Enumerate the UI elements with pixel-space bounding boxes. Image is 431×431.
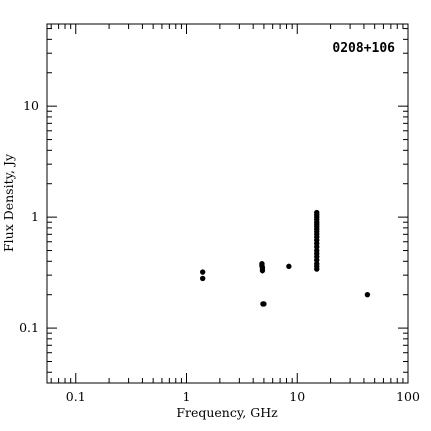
x-tick-label: 10 [289,389,305,404]
data-point [259,267,266,274]
y-axis-label: Flux Density, Jy [1,153,16,252]
y-tick-label: 1 [31,209,39,224]
chart-title: 0208+106 [332,41,395,56]
tick-labels: 0.1 1 10 100 0.1 1 10 [19,98,420,404]
data-point [261,301,267,307]
y-tick-label: 0.1 [19,320,39,335]
data-points [199,209,371,307]
data-point [286,263,292,270]
data-point [314,266,320,272]
data-point [199,275,206,282]
x-tick-label: 0.1 [66,389,86,404]
x-axis-label: Frequency, GHz [176,405,278,420]
x-tick-label: 1 [183,389,191,404]
data-point [364,291,371,298]
x-tick-label: 100 [396,389,420,404]
y-tick-label: 10 [23,98,39,113]
plot-frame [46,23,409,384]
data-point [199,269,206,275]
axis-ticks [47,24,409,383]
data-point [314,244,320,250]
